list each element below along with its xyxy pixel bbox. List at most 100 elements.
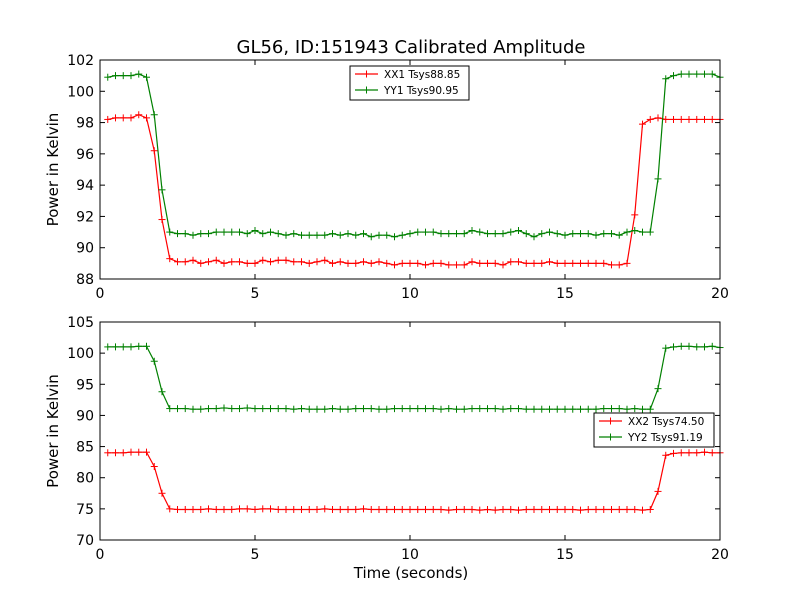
data-point	[298, 231, 305, 239]
y-tick-label: 94	[76, 178, 94, 194]
data-point	[313, 405, 321, 413]
y-tick-label: 90	[76, 241, 94, 257]
data-point	[375, 258, 383, 266]
y-tick-label: 105	[67, 315, 94, 331]
data-point	[398, 231, 406, 239]
data-point	[468, 227, 476, 235]
data-point	[577, 405, 584, 413]
data-point	[143, 342, 150, 350]
legend-box	[593, 412, 715, 448]
data-point	[437, 405, 445, 413]
data-point	[522, 259, 530, 267]
data-point	[499, 505, 507, 513]
data-point	[383, 231, 391, 239]
data-point	[112, 449, 119, 457]
data-point	[321, 231, 329, 239]
data-point	[654, 175, 662, 183]
y-tick-label: 96	[76, 147, 94, 163]
data-point	[321, 256, 329, 264]
axes-frame	[99, 59, 721, 280]
data-point	[600, 230, 608, 238]
data-point	[437, 230, 445, 238]
data-point	[383, 405, 391, 413]
data-point	[282, 231, 290, 239]
data-point	[197, 259, 205, 267]
data-point	[181, 505, 189, 513]
data-point	[701, 343, 708, 351]
data-point	[414, 505, 422, 513]
data-point	[174, 258, 181, 266]
data-point	[577, 230, 584, 238]
data-point	[530, 259, 538, 267]
data-point	[445, 261, 453, 269]
data-point	[197, 505, 205, 513]
data-point	[274, 405, 282, 413]
data-point	[608, 405, 615, 413]
data-point	[639, 120, 646, 128]
data-point	[267, 405, 274, 413]
data-point	[329, 259, 336, 267]
data-point	[592, 231, 600, 239]
data-point	[360, 505, 367, 513]
data-point	[654, 487, 662, 495]
data-point	[352, 505, 360, 513]
x-tick-label: 10	[401, 286, 419, 302]
data-point	[243, 404, 251, 412]
data-point	[569, 405, 577, 413]
data-point	[600, 505, 608, 513]
data-point	[491, 506, 499, 514]
data-point	[623, 228, 631, 236]
data-point	[251, 259, 259, 267]
data-point	[104, 343, 112, 351]
data-point	[608, 505, 615, 513]
data-point	[484, 405, 491, 413]
data-point	[150, 463, 158, 471]
data-point	[375, 505, 383, 513]
data-point	[119, 343, 127, 351]
data-point	[298, 258, 305, 266]
data-point	[251, 505, 259, 513]
data-point	[127, 114, 135, 122]
data-point	[561, 231, 569, 239]
y-tick-label: 70	[76, 533, 94, 549]
data-point	[538, 230, 546, 238]
data-point	[197, 230, 205, 238]
axes-frame	[99, 321, 721, 541]
data-point	[189, 505, 197, 513]
data-point	[615, 261, 623, 269]
data-point	[158, 388, 166, 396]
data-point	[662, 115, 670, 123]
data-point	[205, 230, 212, 238]
data-point	[189, 405, 197, 413]
data-point	[212, 405, 220, 413]
data-point	[507, 258, 515, 266]
data-point	[383, 505, 391, 513]
data-point	[352, 231, 360, 239]
data-point	[112, 114, 119, 122]
data-point	[406, 230, 414, 238]
data-point	[429, 505, 437, 513]
data-point	[236, 505, 243, 513]
data-point	[135, 111, 143, 119]
data-point	[174, 405, 181, 413]
data-point	[685, 449, 693, 457]
data-point	[670, 115, 677, 123]
data-point	[530, 233, 538, 241]
data-point	[367, 405, 375, 413]
data-point	[708, 70, 716, 78]
data-point	[150, 111, 158, 119]
data-point	[174, 230, 181, 238]
y-axis-label: Power in Kelvin	[44, 113, 62, 227]
data-point	[646, 405, 654, 413]
data-point	[546, 258, 553, 266]
data-point	[677, 70, 685, 78]
data-point	[274, 256, 282, 264]
data-point	[344, 505, 352, 513]
data-point	[212, 256, 220, 264]
data-point	[623, 505, 631, 513]
data-point	[662, 344, 670, 352]
legend-label: XX1 Tsys88.85	[384, 69, 460, 81]
data-point	[135, 448, 143, 456]
data-point	[220, 228, 228, 236]
